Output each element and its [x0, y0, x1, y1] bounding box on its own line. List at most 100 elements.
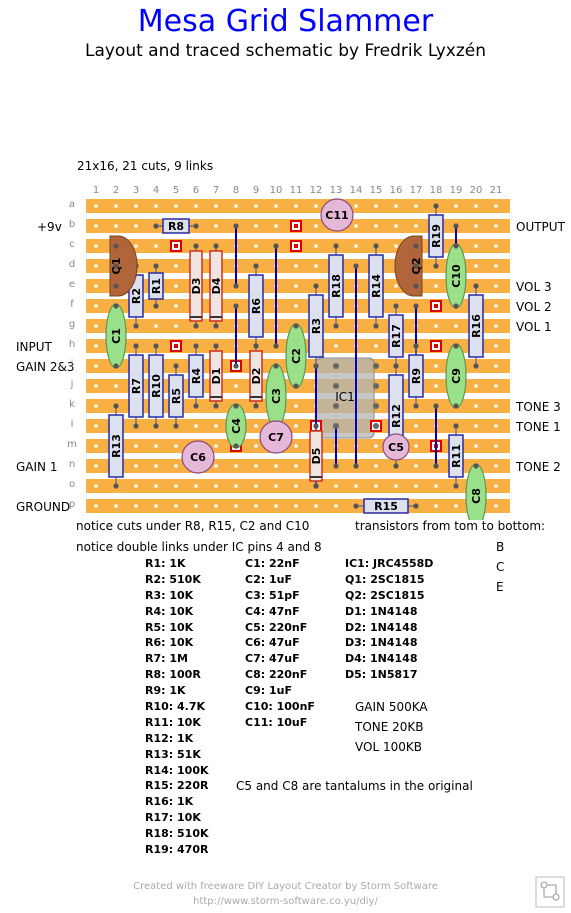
lead-dot — [233, 363, 239, 369]
strip-hole — [294, 404, 298, 408]
diode-body — [309, 430, 323, 482]
note-cuts: notice cuts under R8, R15, C2 and C10 — [76, 519, 310, 533]
note-transistors: transistors from tom to bottom: — [355, 519, 546, 533]
strip-hole — [294, 484, 298, 488]
strip-hole — [274, 484, 278, 488]
strip-hole — [94, 484, 98, 488]
column-number: 11 — [289, 185, 303, 196]
capacitor-c8: C8 — [465, 463, 487, 520]
bom-resistor-item: R8: 100R — [145, 668, 201, 682]
column-number: 1 — [92, 185, 100, 196]
strip-hole — [234, 204, 238, 208]
lead-dot — [233, 443, 239, 449]
resistor-label: R8 — [168, 220, 184, 233]
jumper-wire — [233, 223, 239, 289]
strip-hole — [154, 244, 158, 248]
strip-hole — [214, 484, 218, 488]
capacitor-c5: C5 — [382, 433, 410, 461]
strip-hole — [174, 484, 178, 488]
track-cut — [290, 220, 302, 232]
lead-dot — [173, 363, 179, 369]
lead-dot — [353, 463, 359, 469]
label-9v: +9v — [37, 220, 62, 234]
capacitor-c11: C11 — [320, 198, 354, 232]
lead-dot — [213, 343, 219, 349]
column-number: 8 — [232, 185, 240, 196]
lead-dot — [433, 463, 439, 469]
bom-resistor-item: R7: 1M — [145, 652, 188, 666]
lead-dot — [333, 243, 339, 249]
strip-hole — [434, 384, 438, 388]
lead-dot — [313, 363, 319, 369]
bom-semi-item: D5: 1N5817 — [345, 668, 418, 682]
lead-dot — [473, 363, 479, 369]
column-number: 6 — [192, 185, 200, 196]
lead-dot — [133, 423, 139, 429]
copper-strip — [86, 199, 510, 213]
strip-hole — [234, 484, 238, 488]
lead-dot — [453, 223, 459, 229]
ic1-label: IC1 — [335, 390, 355, 404]
label-vol2: VOL 2 — [516, 300, 552, 314]
capacitor-body — [382, 433, 410, 461]
bom-semi-item: IC1: JRC4558D — [345, 557, 434, 570]
strip-hole — [114, 384, 118, 388]
strip-hole — [94, 404, 98, 408]
footer-credit: Created with freeware DIY Layout Creator… — [133, 881, 438, 892]
track-cut — [170, 340, 182, 352]
bom-resistor-item: R12: 1K — [145, 731, 194, 745]
capacitor-c2: C2 — [285, 323, 307, 389]
row-letter: l — [70, 419, 74, 430]
footer-url: http://www.storm-software.co.yu/diy/ — [193, 896, 378, 907]
lead-dot — [413, 343, 419, 349]
resistor-body — [188, 354, 204, 398]
copper-strip — [86, 459, 510, 473]
strip-hole — [374, 484, 378, 488]
resistor-label: R2 — [130, 288, 143, 304]
ic-pin — [333, 383, 339, 389]
lead-dot — [413, 263, 419, 269]
lead-dot — [313, 423, 319, 429]
column-number: 21 — [489, 185, 503, 196]
lead-dot — [413, 303, 419, 309]
bom-capacitor-item: C7: 47uF — [245, 652, 300, 666]
capacitor-c3: C3 — [265, 363, 287, 429]
lead-dot — [113, 243, 119, 249]
copper-strip — [86, 439, 510, 453]
bom-resistor-item: R10: 4.7K — [145, 700, 206, 714]
lead-dot — [213, 403, 219, 409]
lead-dot — [113, 263, 119, 269]
capacitor-c1: C1 — [105, 303, 127, 369]
strip-hole — [334, 344, 338, 348]
lead-dot — [173, 423, 179, 429]
strip-hole — [174, 444, 178, 448]
diode-d1: D1 — [209, 343, 223, 409]
label-output: OUTPUT — [516, 220, 565, 234]
strip-hole — [274, 204, 278, 208]
strip-hole — [314, 504, 318, 508]
strip-hole — [494, 504, 498, 508]
copper-strip — [86, 499, 510, 513]
capacitor-c10: C10 — [445, 243, 467, 309]
lead-dot — [393, 303, 399, 309]
bom-resistor-item: R14: 100K — [145, 763, 209, 777]
bom-capacitor-item: C8: 220nF — [245, 668, 308, 682]
lead-dot — [473, 463, 479, 469]
lead-dot — [433, 403, 439, 409]
lead-dot — [233, 223, 239, 229]
strip-hole — [174, 284, 178, 288]
strip-hole — [494, 464, 498, 468]
strip-hole — [194, 424, 198, 428]
resistor-body — [368, 254, 384, 318]
strip-hole — [154, 464, 158, 468]
resistor-r16: R16 — [468, 283, 484, 369]
strip-hole — [94, 464, 98, 468]
bom-resistor-item: R3: 10K — [145, 588, 194, 602]
resistor-body — [328, 254, 344, 318]
resistor-r14: R14 — [368, 243, 384, 329]
lead-dot — [433, 203, 439, 209]
capacitor-body — [181, 440, 215, 474]
resistor-r17: R17 — [388, 303, 404, 369]
resistor-label: R18 — [330, 274, 343, 298]
strip-hole — [154, 484, 158, 488]
